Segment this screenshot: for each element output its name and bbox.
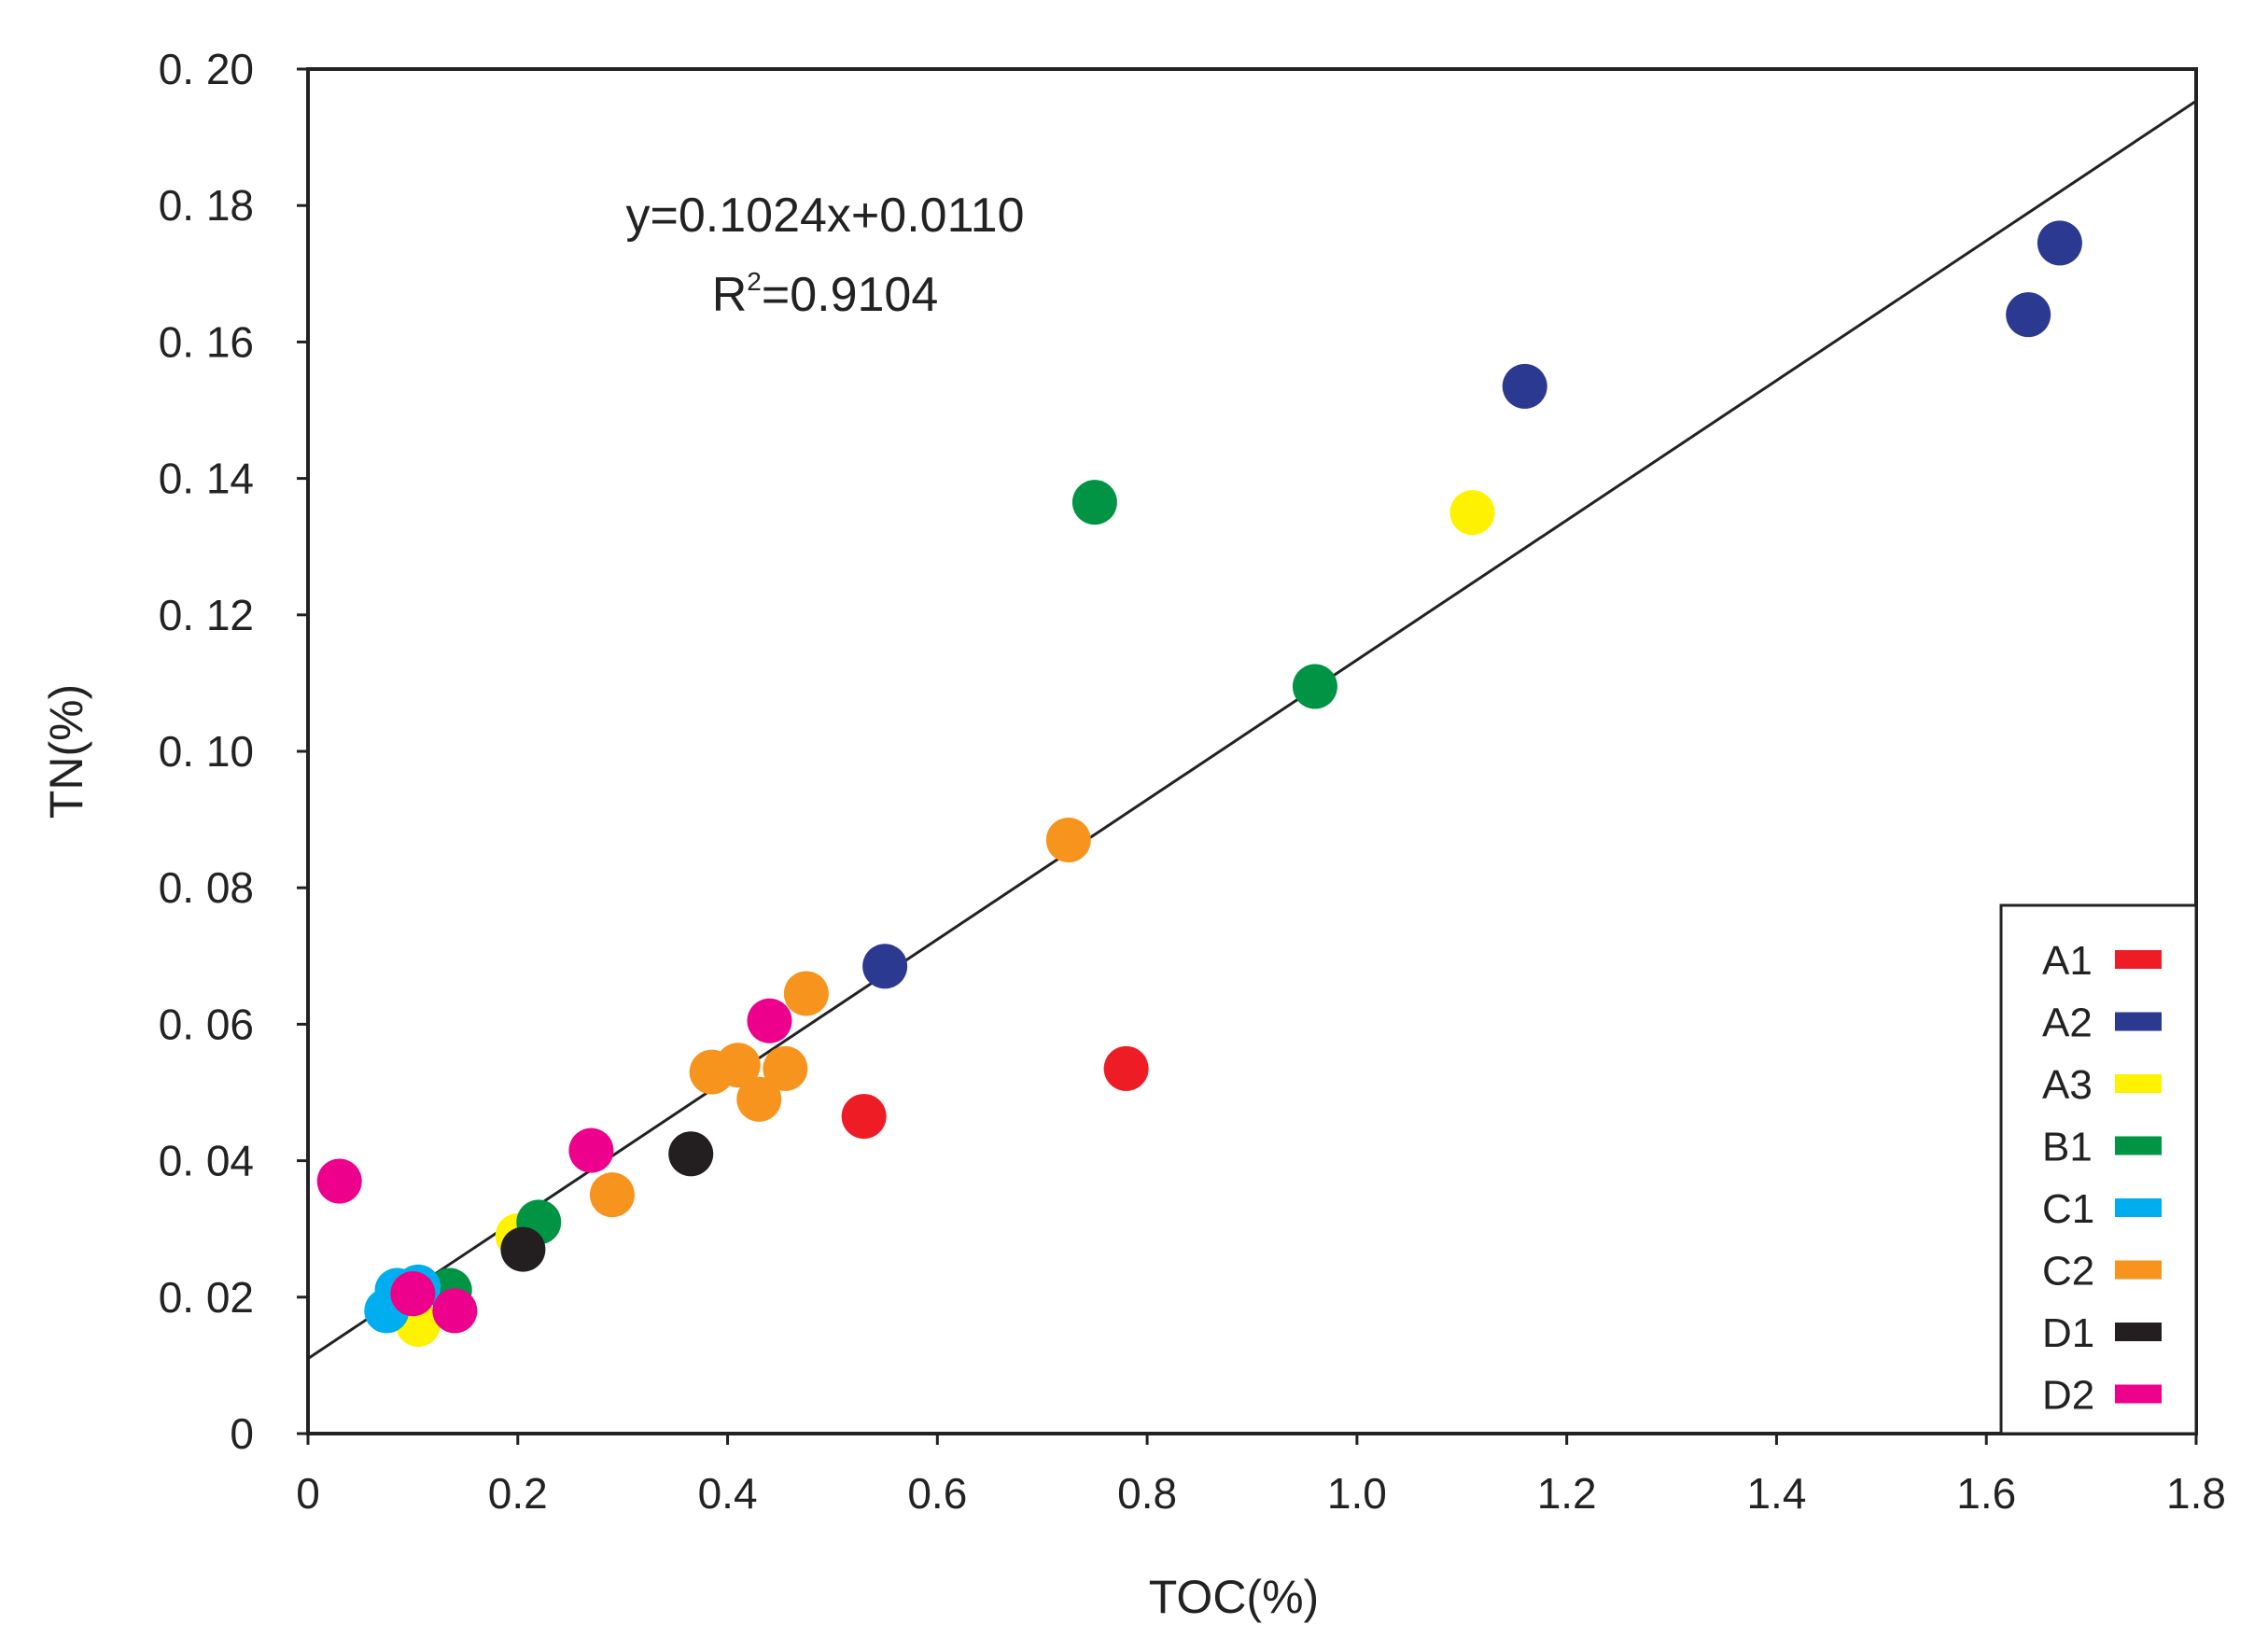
y-tick-label: 0. 02 [159, 1273, 254, 1322]
equation-text: y=0.1024x+0.0110 [626, 189, 1025, 243]
data-point-c2 [1045, 818, 1091, 863]
legend-label-d1: D1 [2042, 1310, 2094, 1356]
y-tick-label: 0. 08 [159, 863, 254, 912]
data-point-a2 [1502, 363, 1547, 409]
x-tick-label: 0.4 [698, 1469, 758, 1518]
data-point-b1 [1071, 480, 1117, 525]
data-point-a2 [2006, 292, 2051, 338]
data-point-a1 [1103, 1045, 1149, 1091]
legend-swatch-c1 [2115, 1198, 2162, 1217]
data-points [316, 220, 2082, 1348]
regression-equation: y=0.1024x+0.0110 R2=0.9104 [626, 189, 1025, 322]
data-point-a1 [841, 1094, 887, 1140]
r-squared-value: =0.9104 [762, 268, 938, 322]
legend-label-a1: A1 [2042, 938, 2093, 984]
x-tick-label: 0 [296, 1469, 320, 1518]
legend-label-d2: D2 [2042, 1373, 2094, 1419]
y-axis-title: TN(%) [40, 684, 92, 819]
legend-label-c1: C1 [2042, 1186, 2094, 1232]
legend-box [1999, 903, 2198, 1435]
data-point-d1 [668, 1131, 714, 1177]
legend-swatch-d2 [2115, 1384, 2162, 1404]
data-point-d2 [432, 1288, 478, 1334]
data-point-a3 [1449, 490, 1495, 536]
x-tick-label: 0.6 [907, 1469, 967, 1518]
y-tick-label: 0. 18 [159, 181, 254, 230]
plot-frame [306, 67, 2198, 1435]
legend-swatch-a2 [2115, 1012, 2162, 1031]
legend: A1 A2 A3 B1 C1 C2 D1 D2 [1999, 903, 2198, 1435]
data-point-b1 [1292, 664, 1337, 709]
regression-line [307, 99, 2197, 1360]
x-tick-label: 1.0 [1327, 1469, 1387, 1518]
x-axis-title: TOC(%) [1149, 1571, 1319, 1623]
data-point-c2 [783, 971, 829, 1016]
y-tick-label: 0. 10 [159, 727, 254, 776]
data-point-a2 [2037, 220, 2082, 266]
x-tick-label: 1.6 [1956, 1469, 2016, 1518]
y-tick-label: 0 [230, 1409, 254, 1458]
y-tick-label: 0. 20 [159, 45, 254, 93]
data-point-d1 [500, 1226, 546, 1272]
y-tick-label: 0. 06 [159, 1000, 254, 1048]
x-tick-label: 1.4 [1746, 1469, 1806, 1518]
legend-swatch-d1 [2115, 1323, 2162, 1341]
r-squared-symbol: R [712, 268, 748, 322]
legend-label-c2: C2 [2042, 1249, 2094, 1295]
data-point-c2 [763, 1045, 808, 1091]
data-point-c2 [736, 1076, 782, 1122]
axis-tick-labels: 0 0.2 0.4 0.6 0.8 1.0 1.2 1.4 1.6 1.8 0 0. 02 0. 04 0… [159, 45, 2226, 1518]
data-point-c2 [589, 1172, 635, 1218]
data-point-d2 [568, 1127, 614, 1173]
x-tick-label: 1.8 [2166, 1469, 2226, 1518]
legend-swatch-b1 [2115, 1136, 2162, 1155]
x-tick-label: 0.2 [488, 1469, 548, 1518]
data-point-d2 [316, 1158, 362, 1204]
legend-swatch-a3 [2115, 1074, 2162, 1093]
data-point-a2 [862, 944, 908, 989]
r-squared-text: R2=0.9104 [712, 267, 939, 322]
x-tick-label: 0.8 [1117, 1469, 1177, 1518]
x-tick-label: 1.2 [1537, 1469, 1597, 1518]
y-tick-label: 0. 14 [159, 455, 254, 503]
legend-label-b1: B1 [2042, 1125, 2093, 1170]
data-point-d2 [390, 1271, 436, 1317]
data-point-c2 [715, 1043, 761, 1088]
y-tick-label: 0. 12 [159, 591, 254, 639]
legend-label-a2: A2 [2042, 1001, 2093, 1046]
y-tick-label: 0. 04 [159, 1137, 254, 1185]
legend-label-a3: A3 [2042, 1062, 2093, 1108]
legend-swatch-a1 [2115, 950, 2162, 969]
data-point-d2 [747, 998, 792, 1043]
y-tick-label: 0. 16 [159, 317, 254, 366]
r-squared-superscript: 2 [747, 267, 762, 296]
legend-swatch-c2 [2115, 1260, 2162, 1280]
